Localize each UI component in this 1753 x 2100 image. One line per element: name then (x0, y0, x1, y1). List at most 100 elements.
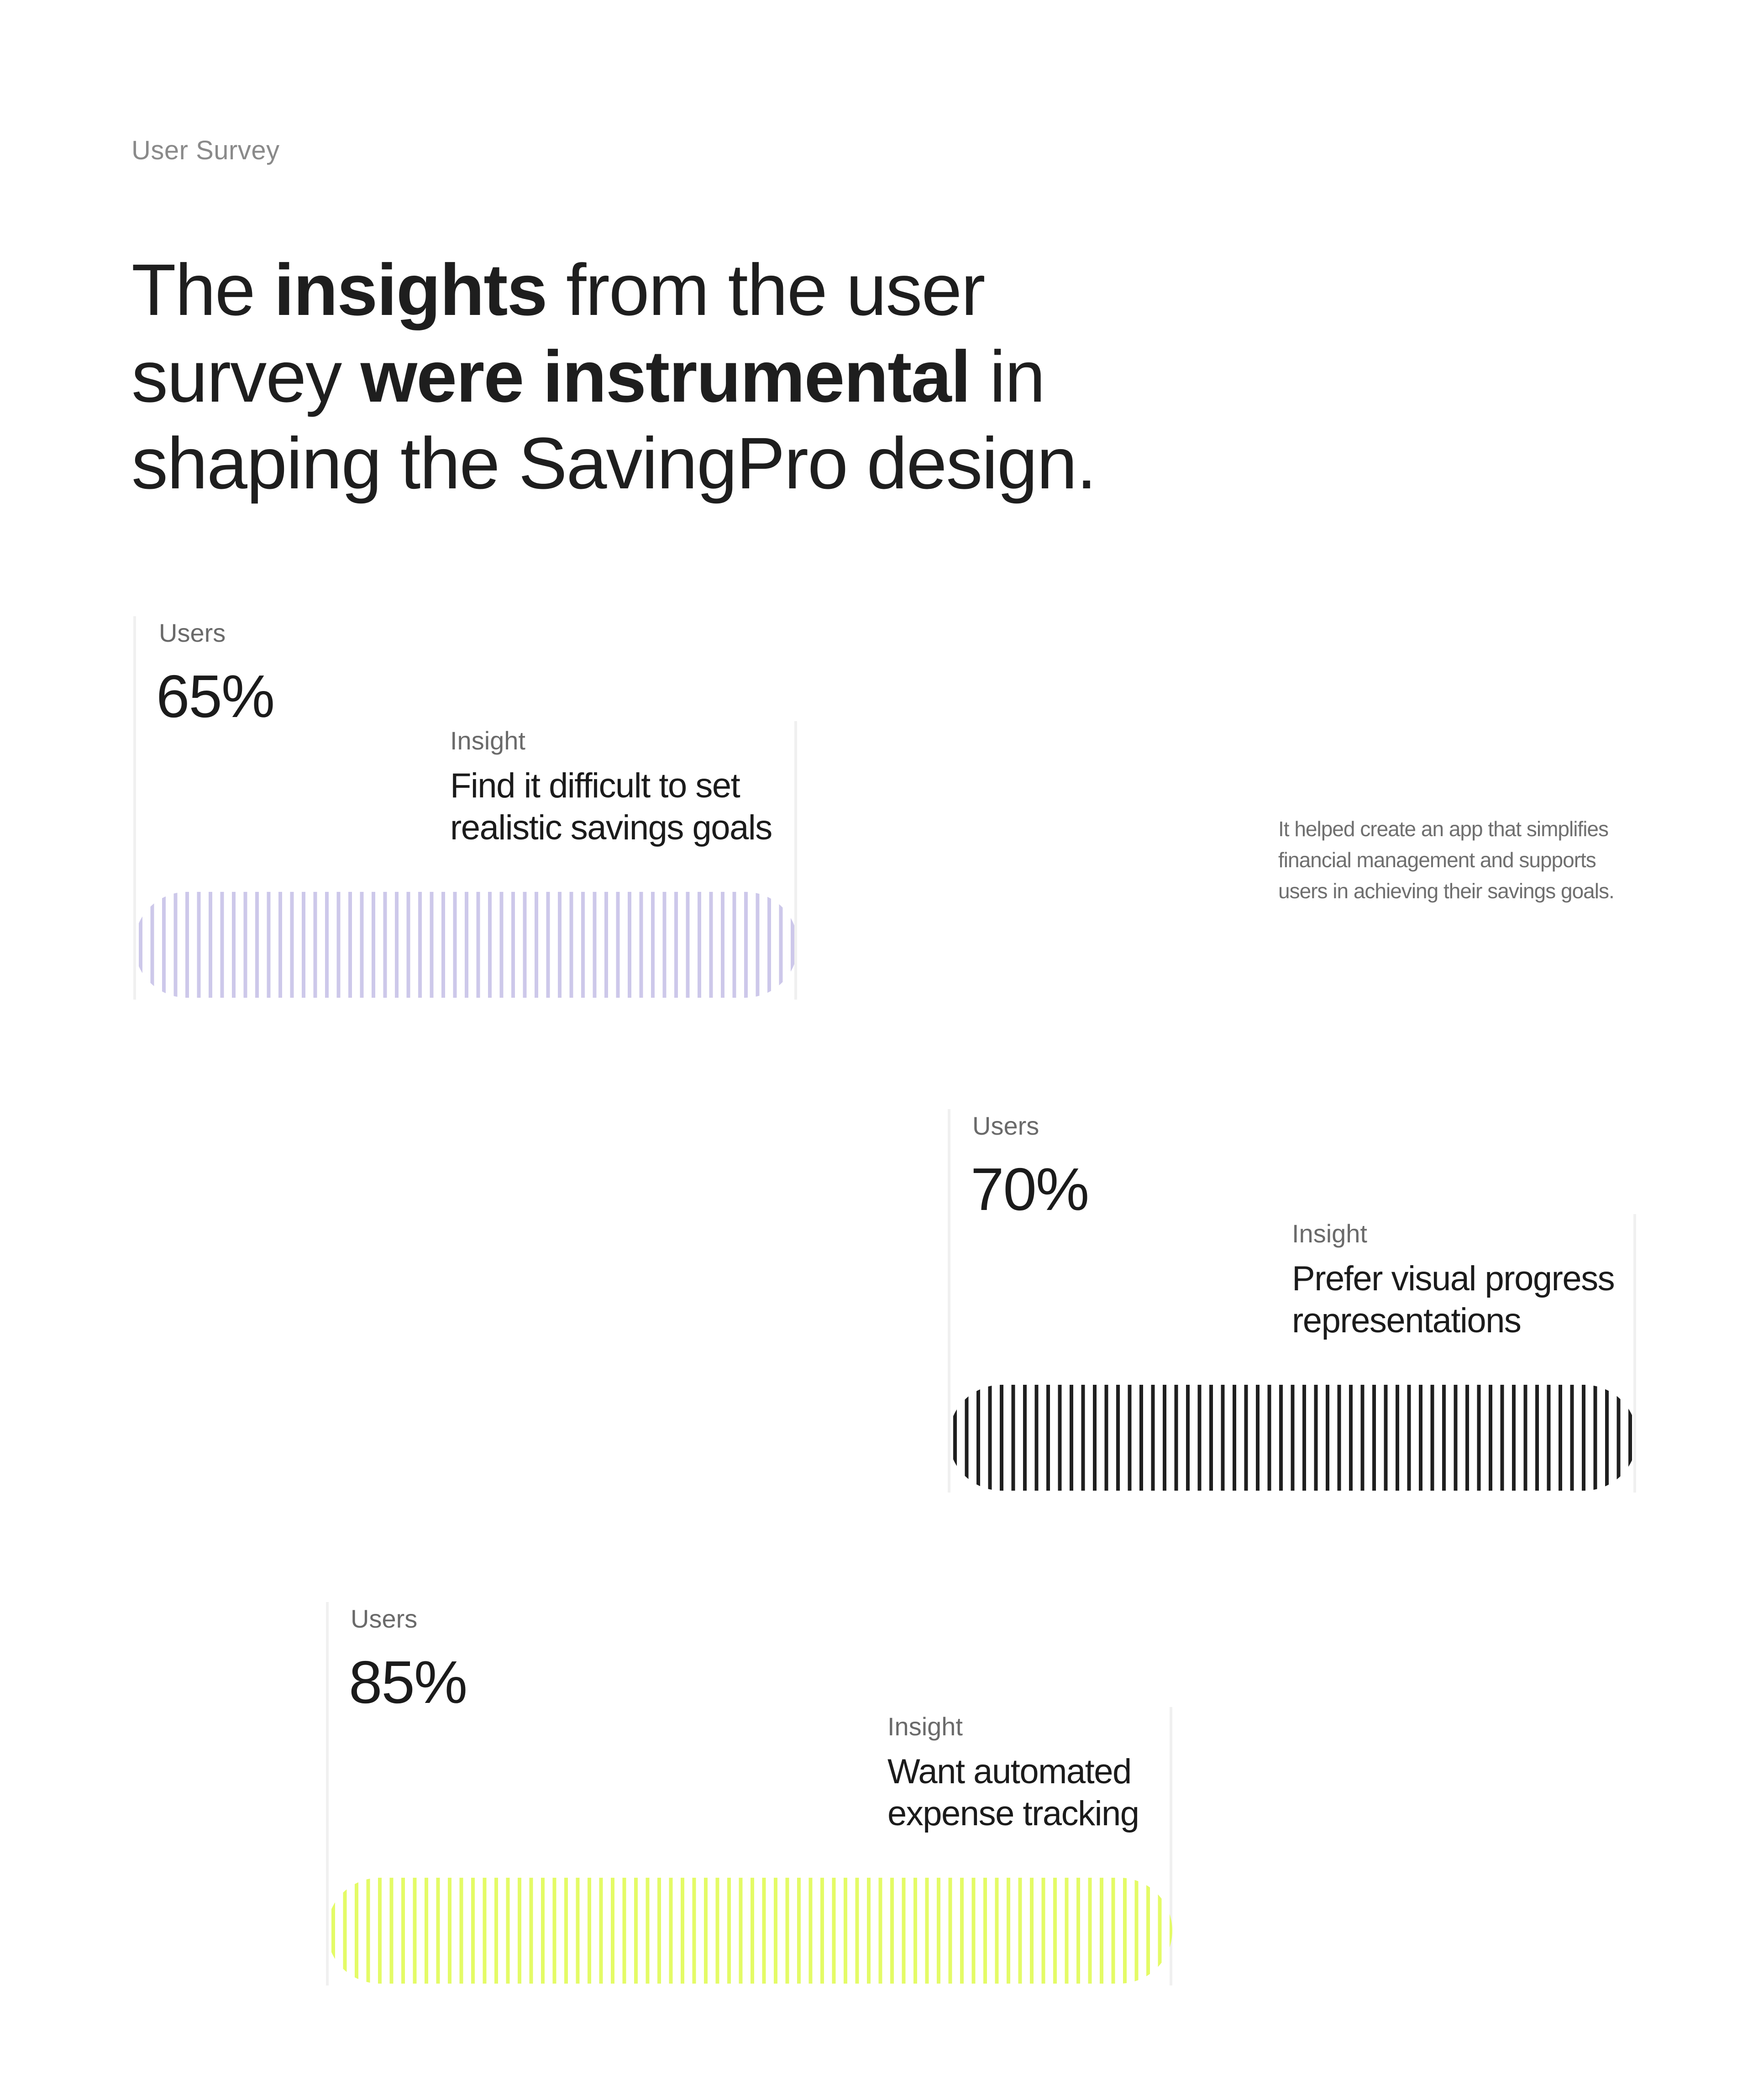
stripe (232, 892, 236, 998)
users-percentage: 65% (156, 663, 275, 730)
stripe-pattern (331, 1878, 1172, 1984)
stripe (569, 892, 573, 998)
stripe (1163, 1385, 1166, 1491)
stripe (471, 1878, 475, 1984)
stripe (1547, 1385, 1551, 1491)
stripe (488, 892, 492, 998)
stripe (1053, 1878, 1057, 1984)
stripe (867, 1878, 871, 1984)
stripe (267, 892, 271, 998)
stripe (1088, 1878, 1092, 1984)
stripe (302, 892, 305, 998)
stripe (732, 892, 736, 998)
stripe (1081, 1385, 1085, 1491)
stripe (243, 892, 247, 998)
stripe (855, 1878, 859, 1984)
stripe (808, 1878, 813, 1984)
stripe (634, 1878, 638, 1984)
stripe (1396, 1385, 1399, 1491)
section-eyebrow: User Survey (131, 136, 280, 165)
stripe (844, 1878, 847, 1984)
stripe (628, 892, 631, 998)
stripe (995, 1878, 999, 1984)
stripe (185, 892, 189, 998)
stripe (197, 892, 201, 998)
stripe (953, 1385, 957, 1491)
stripe (971, 1878, 976, 1984)
users-percentage: 70% (971, 1156, 1089, 1223)
users-label: Users (351, 1604, 418, 1633)
stripe (576, 1878, 580, 1984)
card-divider (326, 1602, 329, 1985)
stripe (278, 892, 282, 998)
stripe (378, 1878, 382, 1984)
stripe (1000, 1385, 1003, 1491)
stripe (546, 892, 550, 998)
stripe (1628, 1385, 1632, 1491)
stripe (779, 892, 783, 998)
stripe (1116, 1385, 1120, 1491)
stripe (599, 1878, 603, 1984)
stripe (535, 892, 538, 998)
stripe (1023, 1385, 1027, 1491)
stripe (255, 892, 259, 998)
stripe (220, 892, 224, 998)
headline-part: in shaping the SavingPro design. (131, 335, 1097, 504)
stripe (651, 892, 655, 998)
stripe (1523, 1385, 1527, 1491)
insight-text: Find it difficult to set realistic savin… (450, 766, 772, 847)
stripe (1337, 1385, 1341, 1491)
stripe (878, 1878, 882, 1984)
stripe (1489, 1385, 1492, 1491)
stripe (902, 1878, 906, 1984)
stripe (669, 1878, 673, 1984)
stripe (401, 1878, 405, 1984)
stripe (1256, 1385, 1260, 1491)
stripe (721, 892, 724, 998)
stripe (499, 892, 504, 998)
insight-label: Insight (1292, 1219, 1367, 1248)
users-label: Users (972, 1111, 1039, 1140)
stripe (588, 1878, 591, 1984)
stripe (1070, 1385, 1073, 1491)
stripe (1477, 1385, 1481, 1491)
users-percentage: 85% (349, 1649, 467, 1716)
stripe (494, 1878, 498, 1984)
stripe (639, 892, 643, 998)
stripe (604, 892, 608, 998)
stripe (1151, 1385, 1155, 1491)
stripe (366, 1878, 370, 1984)
stripe (581, 892, 585, 998)
stripe (727, 1878, 731, 1984)
stripe (965, 1385, 969, 1491)
card-divider (948, 1109, 950, 1493)
stripe (960, 1878, 964, 1984)
stripe (1605, 1385, 1609, 1491)
stripe (1146, 1878, 1150, 1984)
stripe (611, 1878, 614, 1984)
stripe (1244, 1385, 1248, 1491)
card-divider (1633, 1214, 1636, 1493)
stripe (1139, 1385, 1143, 1491)
stripe (1582, 1385, 1585, 1491)
stripe (290, 892, 294, 998)
headline-part: The (131, 249, 274, 330)
stripe (1349, 1385, 1353, 1491)
stripe (173, 892, 178, 998)
striped-progress-pill (949, 1385, 1637, 1491)
stripe (506, 1878, 510, 1984)
card-divider (1170, 1707, 1172, 1985)
stripe (552, 1878, 556, 1984)
stripe (564, 1878, 568, 1984)
stripe (1158, 1878, 1162, 1984)
stripe (162, 892, 166, 998)
stripe (1007, 1878, 1010, 1984)
stripe (976, 1385, 980, 1491)
users-label: Users (159, 618, 226, 647)
stripe (674, 892, 678, 998)
stripe (622, 1878, 626, 1984)
striped-progress-pill (134, 892, 798, 998)
stripe (715, 1878, 719, 1984)
stripe (383, 892, 387, 998)
stripe (1093, 1385, 1097, 1491)
